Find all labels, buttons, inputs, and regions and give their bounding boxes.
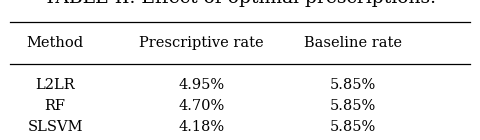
- Text: Baseline rate: Baseline rate: [304, 36, 402, 50]
- Text: Prescriptive rate: Prescriptive rate: [139, 36, 264, 50]
- Text: 5.85%: 5.85%: [330, 120, 376, 134]
- Text: Method: Method: [26, 36, 84, 50]
- Text: L2LR: L2LR: [36, 78, 75, 92]
- Text: RF: RF: [45, 99, 66, 113]
- Text: 5.85%: 5.85%: [330, 78, 376, 92]
- Text: 5.85%: 5.85%: [330, 99, 376, 113]
- Text: 4.18%: 4.18%: [179, 120, 225, 134]
- Text: SLSVM: SLSVM: [27, 120, 83, 134]
- Text: 4.95%: 4.95%: [179, 78, 225, 92]
- Text: TABLE II. Effect of optimal prescriptions.: TABLE II. Effect of optimal prescription…: [44, 0, 436, 7]
- Text: 4.70%: 4.70%: [179, 99, 225, 113]
